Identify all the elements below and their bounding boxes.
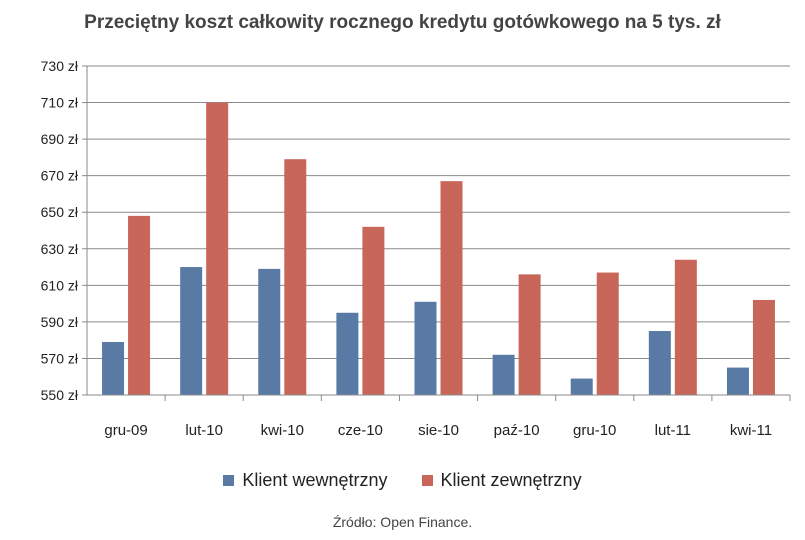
source-note: Źródło: Open Finance. <box>332 514 473 530</box>
chart-title: Przeciętny koszt całkowity rocznego kred… <box>84 12 721 33</box>
bar-external-gru-10 <box>596 272 619 395</box>
bar-internal-lut-11 <box>648 331 671 395</box>
legend-label-internal: Klient wewnętrzny <box>242 470 388 490</box>
legend-label-external: Klient zewnętrzny <box>440 470 582 490</box>
y-tick-label: 550 zł <box>41 387 79 403</box>
bar-external-lut-11 <box>674 259 697 395</box>
bar-internal-kwi-11 <box>726 367 749 395</box>
x-tick-label: cze-10 <box>338 422 383 439</box>
x-tick-label: gru-09 <box>104 422 147 439</box>
x-axis-ticks: gru-09 lut-10 kwi-10 cze-10 sie-10 paź-10 gru-… <box>104 395 791 439</box>
bar-chart: 550 zł 570 zł 590 zł 610 zł 630 zł 650 zł 670 … <box>41 58 791 439</box>
x-tick-label: kwi-10 <box>261 422 304 439</box>
bar-internal-sie-10 <box>414 301 437 395</box>
y-tick-label: 730 zł <box>41 58 79 74</box>
y-tick-label: 690 zł <box>41 131 79 147</box>
legend-swatch-external <box>421 475 433 486</box>
y-axis-ticks: 550 zł 570 zł 590 zł 610 zł 630 zł 650 zł 670 … <box>41 58 87 403</box>
x-tick-label: kwi-11 <box>730 422 772 439</box>
y-tick-label: 710 zł <box>41 95 79 111</box>
bar-external-kwi-11 <box>752 299 775 395</box>
x-tick-label: sie-10 <box>418 422 459 439</box>
legend: Klient wewnętrzny Klient zewnętrzny <box>0 470 805 491</box>
gridlines <box>87 65 790 359</box>
bar-external-sie-10 <box>440 181 463 395</box>
legend-item-external: Klient zewnętrzny <box>421 470 582 491</box>
bar-external-kwi-10 <box>284 159 307 395</box>
bar-internal-kwi-10 <box>258 268 281 395</box>
bar-internal-gru-10 <box>570 378 593 395</box>
bar-internal-cze-10 <box>336 312 359 395</box>
axes <box>86 66 790 396</box>
x-tick-label: paź-10 <box>494 422 540 439</box>
y-tick-label: 590 zł <box>41 314 79 330</box>
y-tick-label: 650 zł <box>41 204 79 220</box>
x-tick-label: lut-10 <box>185 422 223 439</box>
x-tick-label: lut-11 <box>655 422 691 439</box>
bar-external-paź-10 <box>518 274 541 395</box>
bars <box>102 102 775 396</box>
bar-internal-gru-09 <box>102 341 125 395</box>
bar-internal-lut-10 <box>180 267 203 395</box>
y-tick-label: 670 zł <box>41 168 79 184</box>
legend-swatch-internal <box>223 475 235 486</box>
bar-external-cze-10 <box>362 226 385 395</box>
y-tick-label: 610 zł <box>41 277 79 293</box>
y-tick-label: 630 zł <box>41 241 79 257</box>
y-tick-label: 570 zł <box>41 350 79 366</box>
bar-internal-paź-10 <box>492 354 515 395</box>
bar-external-gru-09 <box>128 215 151 395</box>
x-tick-label: gru-10 <box>573 422 616 439</box>
bar-external-lut-10 <box>206 102 229 396</box>
legend-item-internal: Klient wewnętrzny <box>223 470 388 491</box>
